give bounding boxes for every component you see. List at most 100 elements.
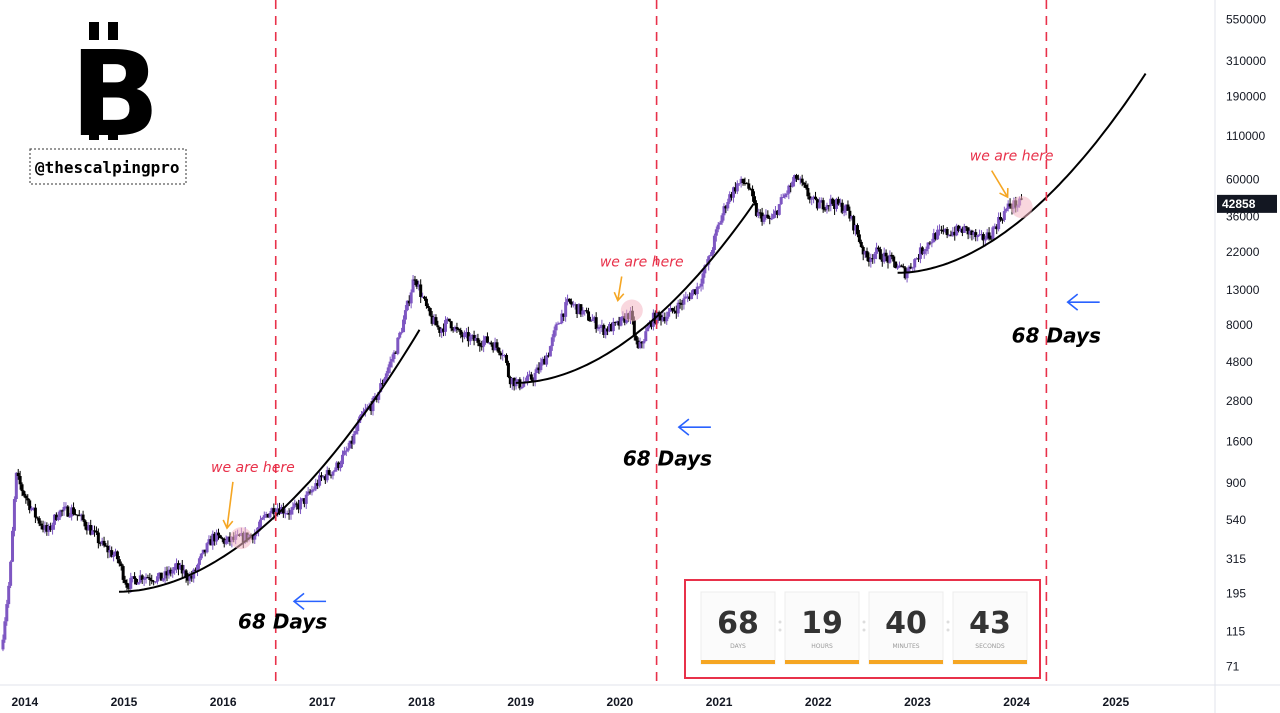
candle-body bbox=[688, 296, 692, 300]
candle-body bbox=[594, 317, 598, 330]
candle-body bbox=[690, 292, 694, 300]
candle-body bbox=[571, 304, 575, 306]
candle-body bbox=[638, 341, 642, 348]
candle-body bbox=[669, 308, 673, 312]
days-label: 68 Days bbox=[1012, 323, 1101, 347]
candle-body bbox=[733, 187, 737, 192]
candle-body bbox=[411, 279, 415, 293]
candle-body bbox=[686, 296, 690, 298]
candle-body bbox=[648, 322, 652, 328]
candle-body bbox=[817, 202, 821, 209]
candle-body bbox=[804, 184, 808, 188]
candle-body bbox=[947, 234, 951, 236]
candle-body bbox=[447, 318, 451, 322]
candle-body bbox=[609, 323, 613, 332]
candle-body bbox=[299, 500, 303, 510]
candle-body bbox=[836, 198, 840, 205]
candle-body bbox=[522, 382, 526, 387]
candle-body bbox=[310, 490, 314, 493]
candle-body bbox=[915, 258, 919, 260]
candle-body bbox=[546, 355, 550, 357]
candle-body bbox=[201, 549, 205, 554]
days-arrowhead bbox=[292, 592, 305, 610]
candle-body bbox=[884, 252, 888, 257]
candle-body bbox=[18, 475, 22, 485]
candle-body bbox=[459, 330, 463, 335]
candle-body bbox=[772, 213, 776, 219]
candle-body bbox=[785, 193, 789, 195]
candle-body bbox=[878, 249, 882, 260]
candle-body bbox=[701, 273, 705, 284]
candle-body bbox=[711, 250, 715, 255]
y-tick-label: 71 bbox=[1226, 660, 1240, 674]
candle-body bbox=[596, 328, 600, 330]
candle-body bbox=[619, 317, 623, 326]
countdown-bar bbox=[785, 660, 859, 664]
candle-body bbox=[743, 183, 747, 185]
candle-body bbox=[155, 576, 159, 582]
y-tick-label: 2800 bbox=[1226, 394, 1253, 408]
halving-markers: HALVINGHALVINGHALVING bbox=[274, 0, 1048, 685]
days-arrowhead bbox=[1066, 293, 1079, 311]
bitcoin-logo: B bbox=[70, 22, 160, 163]
countdown-unit: HOURS bbox=[811, 643, 833, 650]
candle-body bbox=[464, 332, 468, 334]
candle-body bbox=[251, 535, 255, 540]
candle-body bbox=[472, 335, 476, 341]
countdown-unit: MINUTES bbox=[892, 643, 919, 650]
candle-body bbox=[808, 196, 812, 200]
bitcoin-logo-symbol: B bbox=[70, 25, 160, 163]
candle-body bbox=[169, 569, 173, 574]
candle-body bbox=[949, 234, 953, 236]
y-axis[interactable]: 550000 310000 190000 110000 60000 36000 22000 1… bbox=[1214, 0, 1280, 713]
candle-body bbox=[430, 315, 434, 324]
days-label: 68 Days bbox=[238, 610, 327, 634]
candle-body bbox=[798, 178, 802, 180]
candle-body bbox=[489, 342, 493, 345]
candle-body bbox=[58, 510, 62, 518]
candle-body bbox=[312, 489, 316, 491]
candle-body bbox=[5, 604, 9, 622]
y-tick-label: 310000 bbox=[1226, 54, 1266, 68]
candle-body bbox=[398, 332, 402, 338]
candle-body bbox=[403, 310, 407, 320]
candle-body bbox=[436, 325, 440, 328]
candle-body bbox=[136, 582, 140, 585]
candle-body bbox=[699, 283, 703, 287]
candle-body bbox=[16, 472, 20, 476]
candle-body bbox=[890, 254, 894, 257]
candle-body bbox=[186, 577, 190, 581]
candle-body bbox=[287, 513, 291, 515]
candle-body bbox=[564, 302, 568, 317]
candle-body bbox=[554, 324, 558, 331]
candle-body bbox=[604, 328, 608, 335]
candle-body bbox=[752, 196, 756, 203]
candle-body bbox=[678, 302, 682, 304]
candle-body bbox=[325, 470, 329, 481]
candle-body bbox=[442, 328, 446, 332]
candle-body bbox=[79, 514, 83, 516]
candle-body bbox=[445, 318, 449, 320]
x-tick-label: 2020 bbox=[607, 695, 634, 709]
candle-body bbox=[573, 304, 577, 306]
candle-body bbox=[184, 570, 188, 578]
candle-body bbox=[741, 178, 745, 184]
candle-body bbox=[608, 323, 612, 332]
x-axis[interactable]: 2014 2015 2016 2017 2018 2019 2020 2021 2022 2023… bbox=[0, 684, 1280, 709]
candle-body bbox=[342, 450, 346, 455]
countdown-value: 43 bbox=[969, 606, 1011, 641]
candle-body bbox=[854, 225, 858, 231]
candle-body bbox=[455, 326, 459, 330]
candle-body bbox=[258, 519, 262, 528]
candle-body bbox=[30, 508, 34, 511]
candle-body bbox=[920, 247, 924, 254]
candle-body bbox=[129, 577, 133, 589]
candle-body bbox=[262, 515, 266, 518]
candle-body bbox=[96, 532, 100, 544]
countdown-tile bbox=[700, 591, 776, 665]
candle-body bbox=[289, 510, 293, 515]
candle-body bbox=[377, 392, 381, 400]
candle-body bbox=[617, 321, 621, 326]
candle-body bbox=[405, 300, 409, 311]
